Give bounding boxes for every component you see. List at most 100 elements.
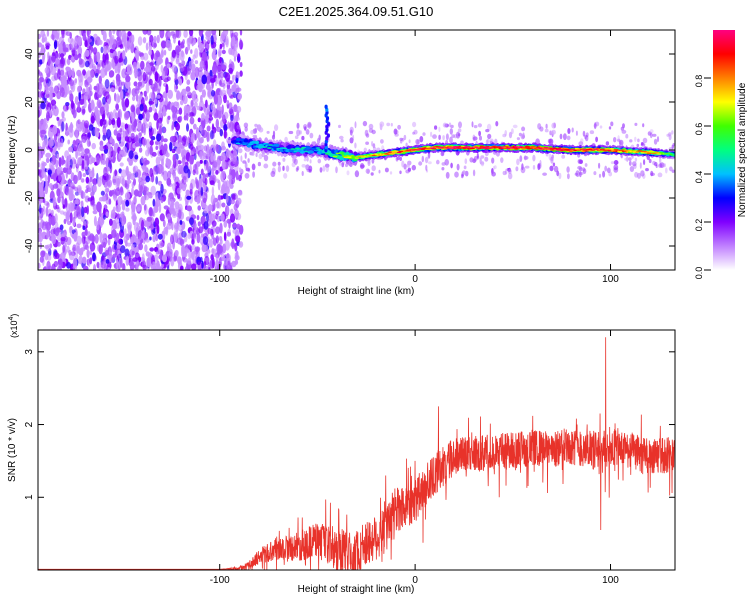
spectrogram-cell — [84, 60, 90, 68]
spectrogram-cell — [95, 83, 100, 93]
spectrogram-cell — [66, 58, 71, 66]
spectrogram-cell — [68, 249, 72, 256]
spectrogram-cell — [578, 167, 583, 172]
spectrogram-cell — [650, 170, 654, 177]
spectrogram-cell — [213, 248, 217, 258]
spectrogram-cell — [614, 149, 619, 151]
spectrogram-cell — [425, 164, 428, 171]
spectrogram-cell — [145, 63, 151, 73]
spectrogram-cell — [155, 233, 159, 242]
spectrogram-cell — [119, 150, 124, 155]
spectrogram-cell — [317, 149, 322, 151]
spectrogram-cell — [40, 91, 45, 99]
spectrogram-cell — [48, 208, 52, 215]
spectrogram-cell — [621, 129, 627, 134]
spectrogram-cell — [440, 151, 445, 157]
spectrogram-cell — [223, 123, 228, 132]
spectrogram-cell — [210, 194, 216, 206]
spectrogram-cell — [340, 139, 344, 143]
spectrogram-cell — [84, 155, 89, 161]
spectrogram-cell — [45, 206, 49, 217]
spectrogram-cell — [105, 45, 109, 54]
spectrogram-cell — [73, 232, 78, 242]
spectrogram-cell — [195, 169, 199, 175]
spectrogram-cell — [130, 132, 135, 139]
spectrogram-cell — [209, 130, 214, 140]
spectrogram-cell — [108, 198, 112, 205]
spectrogram-cell — [186, 258, 192, 265]
spectrogram-cell — [45, 100, 49, 111]
colorbar-bar — [713, 30, 735, 270]
spectrogram-cell — [175, 45, 180, 55]
spectrogram-cell — [270, 170, 276, 178]
spectrogram-cell — [212, 237, 217, 246]
spectrogram-cell — [199, 159, 203, 164]
spectrogram-cell — [137, 36, 143, 46]
spectrogram-cell — [226, 139, 233, 144]
spectrogram-cell — [149, 145, 153, 156]
spectrogram-cell — [129, 261, 135, 270]
spectrogram-cell — [68, 202, 74, 212]
spectrogram-cell — [151, 210, 155, 217]
spectrogram-cell — [134, 142, 140, 147]
spectrogram-cell — [575, 130, 578, 136]
spectrogram-cell — [434, 125, 438, 130]
spectrogram-cell — [212, 212, 217, 219]
spectrogram-cell — [40, 197, 43, 203]
spectrogram-cell — [198, 42, 205, 53]
spectrogram-cell — [74, 78, 78, 84]
spectrogram-cell — [146, 216, 153, 222]
spectrogram-cell — [161, 158, 164, 168]
spectrogram-cell — [438, 126, 441, 132]
spectrogram-cell — [304, 126, 307, 131]
spectrogram-cell — [76, 184, 82, 193]
spectrogram-cell — [74, 191, 80, 196]
spectrogram-cell — [523, 155, 527, 161]
spectrogram-cell — [236, 71, 241, 79]
snr-series-line — [38, 337, 675, 570]
spectrogram-cell — [326, 151, 332, 154]
spectrogram-cell — [178, 141, 182, 149]
spectrogram-cell — [53, 172, 57, 182]
spectrogram-cell — [83, 100, 87, 109]
spectrogram-cell — [221, 202, 226, 208]
spectrogram-cell — [634, 136, 637, 142]
spectrogram-cell — [116, 117, 121, 128]
spectrogram-cell — [197, 221, 201, 227]
spectrogram-cell — [649, 132, 653, 139]
spectrogram-cell — [48, 127, 53, 132]
spectrogram-cell — [74, 96, 79, 105]
spectrogram-cell — [506, 147, 511, 150]
spectrogram-cell — [77, 171, 80, 181]
spectrogram-cell — [316, 137, 321, 144]
spectrogram-cell — [58, 173, 62, 182]
spectrogram-cell — [161, 263, 165, 268]
spectrogram-cell — [186, 91, 192, 96]
spectrogram-cell — [196, 195, 200, 205]
spectrogram-cell — [89, 257, 93, 265]
spectrogram-cell — [337, 155, 343, 160]
spectrogram-cell — [108, 120, 112, 126]
spectrogram-cell — [194, 66, 200, 78]
spectrogram-cell — [553, 165, 559, 173]
spectrogram-cell — [114, 55, 119, 64]
spectrogram-cell — [235, 40, 239, 48]
spectrogram-cell — [558, 172, 562, 180]
spectrogram-cell — [56, 188, 61, 197]
spectrogram-cell — [174, 78, 179, 86]
spectrogram-cell — [131, 207, 136, 218]
spectrogram-cell — [96, 69, 102, 74]
spectrogram-cell — [118, 79, 123, 91]
spectrogram-cell — [524, 165, 530, 169]
spectrogram-cell — [232, 223, 238, 228]
spectrogram-cell — [228, 63, 233, 70]
spectrogram-cell — [263, 154, 269, 162]
spectrogram-cell — [186, 123, 189, 132]
spectrogram-cell — [544, 128, 549, 133]
spectrogram-cell — [261, 153, 265, 157]
spectrogram-cell — [412, 131, 415, 135]
spectrogram-cell — [349, 126, 354, 134]
spectrogram-cell — [651, 133, 657, 137]
spectrogram-cell — [87, 197, 93, 202]
spectrogram-cell — [165, 157, 169, 165]
